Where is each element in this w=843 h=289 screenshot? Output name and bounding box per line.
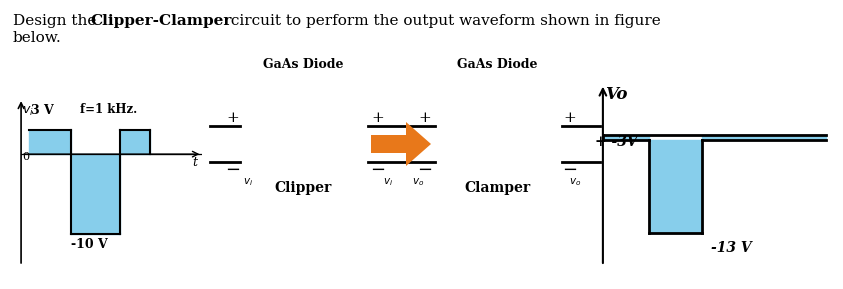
Text: -10 V: -10 V [71, 238, 107, 251]
Text: t: t [192, 156, 197, 169]
Text: +: + [227, 111, 239, 125]
Polygon shape [371, 122, 431, 166]
Text: + -3V: + -3V [595, 135, 638, 149]
Text: −: − [562, 161, 577, 179]
Text: −: − [417, 161, 432, 179]
Text: Clipper-Clamper: Clipper-Clamper [90, 14, 231, 28]
Text: $v_i$: $v_i$ [383, 176, 393, 188]
Text: $v_i$: $v_i$ [243, 176, 253, 188]
Text: circuit to perform the output waveform shown in figure: circuit to perform the output waveform s… [226, 14, 661, 28]
Text: +: + [564, 111, 577, 125]
Text: +: + [419, 111, 432, 125]
Text: −: − [370, 161, 385, 179]
Text: $v_o$: $v_o$ [412, 176, 424, 188]
Text: 0: 0 [22, 152, 30, 162]
Text: Vo: Vo [604, 86, 627, 103]
Text: +: + [372, 111, 384, 125]
Text: Clamper: Clamper [464, 181, 530, 195]
Text: $v_i$: $v_i$ [22, 105, 34, 118]
Text: -13 V: -13 V [711, 241, 752, 255]
Text: GaAs Diode: GaAs Diode [263, 58, 344, 71]
Text: Clipper: Clipper [275, 181, 332, 195]
Text: Design the: Design the [13, 14, 101, 28]
Text: $v_o$: $v_o$ [569, 176, 581, 188]
Text: f=1 kHz.: f=1 kHz. [80, 103, 137, 116]
Text: −: − [225, 161, 240, 179]
Text: below.: below. [13, 31, 62, 45]
Text: 3 V: 3 V [31, 104, 54, 117]
Text: GaAs Diode: GaAs Diode [457, 58, 538, 71]
